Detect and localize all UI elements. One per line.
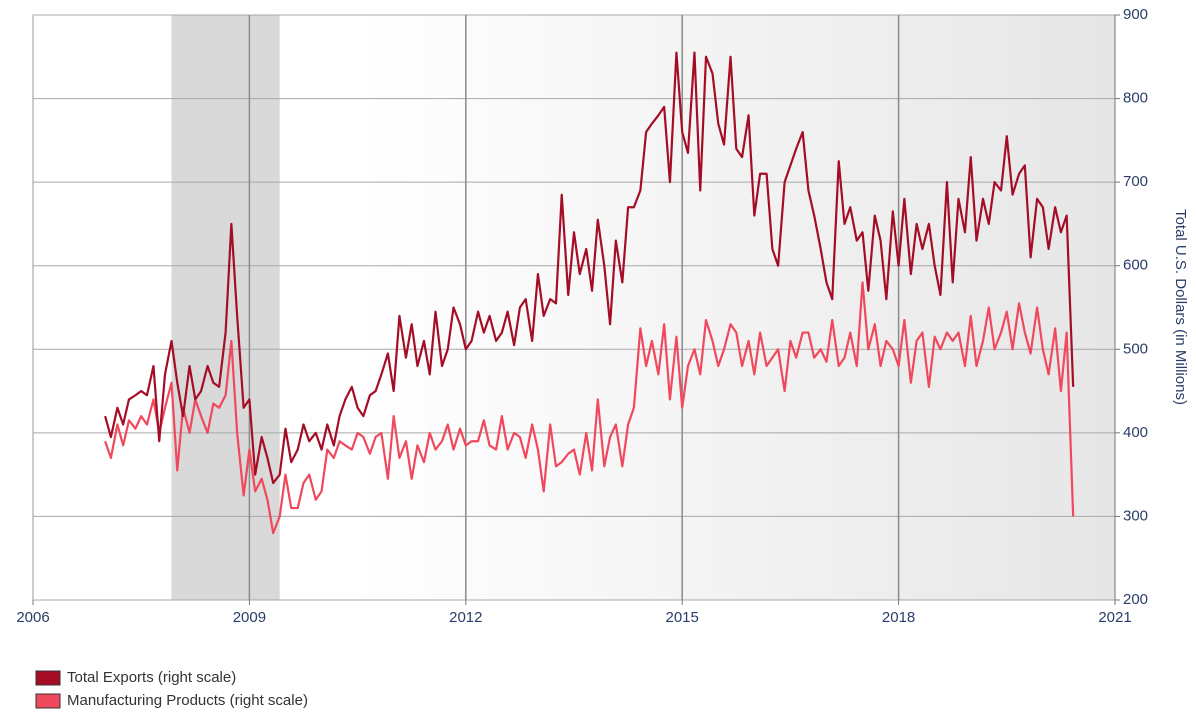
x-tick-label: 2018 — [882, 609, 915, 626]
legend-swatch — [35, 670, 61, 686]
x-tick-label: 2006 — [16, 609, 49, 626]
y2-tick-label: 500 — [1123, 340, 1148, 357]
y2-axis-label: Total U.S. Dollars (in Millions) — [1172, 209, 1189, 405]
legend-label: Manufacturing Products (right scale) — [67, 692, 308, 709]
y2-tick-label: 400 — [1123, 424, 1148, 441]
x-tick-label: 2021 — [1098, 609, 1131, 626]
y2-tick-label: 700 — [1123, 173, 1148, 190]
y2-tick-label: 200 — [1123, 591, 1148, 608]
y2-tick-label: 900 — [1123, 6, 1148, 23]
legend-swatch — [35, 693, 61, 709]
x-tick-label: 2009 — [233, 609, 266, 626]
x-tick-label: 2012 — [449, 609, 482, 626]
line-series — [104, 281, 1075, 535]
y2-tick-label: 800 — [1123, 90, 1148, 107]
line-series — [104, 51, 1075, 485]
x-tick-label: 2015 — [666, 609, 699, 626]
y2-tick-label: 300 — [1123, 507, 1148, 524]
shaded-region — [171, 15, 280, 600]
legend-label: Total Exports (right scale) — [67, 669, 236, 686]
y2-tick-label: 600 — [1123, 257, 1148, 274]
